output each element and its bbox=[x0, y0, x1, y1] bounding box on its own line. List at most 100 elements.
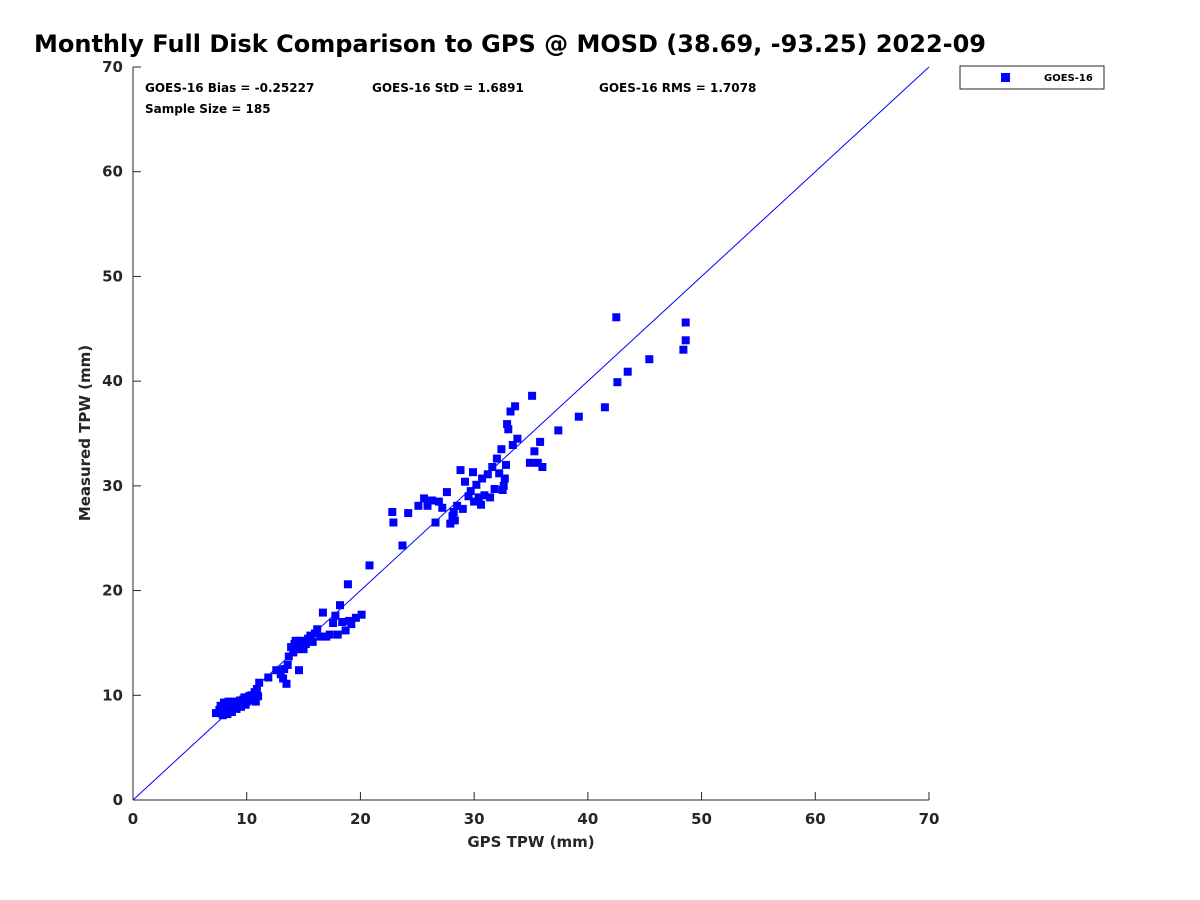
data-point bbox=[480, 491, 489, 500]
data-point bbox=[448, 512, 457, 521]
data-point bbox=[357, 610, 366, 619]
data-point bbox=[365, 561, 374, 570]
data-point bbox=[511, 402, 520, 411]
data-point bbox=[306, 631, 315, 640]
data-point bbox=[251, 697, 260, 706]
data-point bbox=[333, 630, 342, 639]
data-point bbox=[508, 441, 517, 449]
data-point bbox=[272, 666, 281, 675]
data-point bbox=[538, 463, 547, 471]
data-point bbox=[504, 425, 513, 434]
data-point bbox=[299, 645, 308, 654]
y-tick-label: 10 bbox=[102, 686, 123, 704]
data-points bbox=[212, 313, 690, 720]
data-point bbox=[536, 437, 545, 446]
data-point bbox=[438, 503, 447, 512]
data-point bbox=[420, 494, 429, 503]
data-point bbox=[423, 501, 432, 510]
data-point bbox=[466, 487, 475, 496]
legend: GOES-16 bbox=[959, 65, 1105, 90]
data-point bbox=[502, 460, 510, 469]
data-point bbox=[283, 660, 292, 669]
data-point bbox=[279, 674, 288, 683]
data-point bbox=[331, 611, 340, 620]
data-point bbox=[612, 313, 621, 322]
reference-line-layer bbox=[132, 66, 930, 801]
data-point bbox=[325, 630, 334, 639]
data-point bbox=[347, 620, 356, 629]
data-point bbox=[456, 466, 465, 475]
x-axis-label: GPS TPW (mm) bbox=[467, 833, 594, 851]
data-point bbox=[506, 407, 515, 416]
legend-marker bbox=[1001, 73, 1010, 82]
tick-labels: 0 10 20 30 40 50 60 70 0 10 20 30 40 50 60 70 bbox=[102, 58, 939, 828]
x-tick-label: 70 bbox=[919, 810, 940, 828]
data-point bbox=[341, 626, 350, 635]
data-point bbox=[488, 463, 497, 471]
data-point bbox=[295, 666, 303, 675]
data-point bbox=[458, 504, 467, 513]
rms-annotation: GOES-16 RMS = 1.7078 bbox=[599, 81, 756, 95]
data-point bbox=[218, 711, 227, 720]
data-point bbox=[255, 678, 264, 687]
data-point bbox=[600, 403, 609, 412]
data-point bbox=[449, 508, 458, 516]
data-point bbox=[446, 519, 455, 528]
data-point bbox=[318, 608, 327, 617]
data-point bbox=[282, 679, 291, 688]
data-point bbox=[499, 481, 508, 490]
data-point bbox=[442, 488, 451, 497]
x-tick-label: 50 bbox=[691, 810, 712, 828]
data-point bbox=[453, 501, 462, 510]
data-point bbox=[533, 458, 542, 467]
data-point bbox=[497, 445, 506, 454]
data-point bbox=[276, 670, 285, 679]
data-point bbox=[308, 637, 317, 646]
data-point bbox=[389, 518, 398, 527]
data-point bbox=[513, 434, 522, 443]
data-point bbox=[297, 636, 306, 645]
data-point bbox=[681, 336, 690, 345]
data-point bbox=[252, 685, 261, 693]
y-tick-label: 20 bbox=[102, 582, 123, 600]
data-point bbox=[223, 710, 232, 719]
data-point bbox=[554, 426, 563, 435]
data-point bbox=[388, 508, 397, 516]
data-point bbox=[495, 469, 504, 478]
data-point bbox=[461, 477, 469, 486]
data-point bbox=[472, 480, 481, 489]
data-point bbox=[469, 468, 477, 477]
data-point bbox=[249, 693, 258, 702]
data-point bbox=[316, 632, 325, 641]
data-point bbox=[492, 454, 501, 463]
y-tick-label: 30 bbox=[102, 477, 123, 495]
data-point bbox=[343, 580, 352, 589]
data-point bbox=[530, 447, 539, 456]
data-point bbox=[623, 367, 632, 376]
data-point bbox=[428, 496, 437, 505]
data-point bbox=[291, 636, 300, 645]
data-point bbox=[280, 665, 289, 674]
sample-size-annotation: Sample Size = 185 bbox=[145, 102, 271, 116]
data-point bbox=[528, 391, 537, 400]
data-point bbox=[477, 500, 485, 509]
data-point bbox=[336, 601, 344, 610]
data-point bbox=[498, 486, 507, 494]
x-tick-label: 10 bbox=[236, 810, 257, 828]
y-tick-label: 0 bbox=[113, 791, 123, 809]
x-tick-label: 40 bbox=[577, 810, 598, 828]
data-point bbox=[470, 497, 479, 506]
data-point bbox=[500, 474, 509, 483]
y-tick-label: 70 bbox=[102, 58, 123, 76]
y-tick-label: 60 bbox=[102, 163, 123, 181]
data-point bbox=[414, 501, 423, 510]
data-point bbox=[574, 412, 583, 421]
legend-box bbox=[959, 65, 1105, 90]
data-point bbox=[483, 470, 492, 479]
y-tick-label: 50 bbox=[102, 267, 123, 285]
bias-annotation: GOES-16 Bias = -0.25227 bbox=[145, 81, 314, 95]
data-point bbox=[486, 493, 495, 502]
data-point bbox=[301, 640, 310, 648]
data-point bbox=[254, 692, 263, 701]
